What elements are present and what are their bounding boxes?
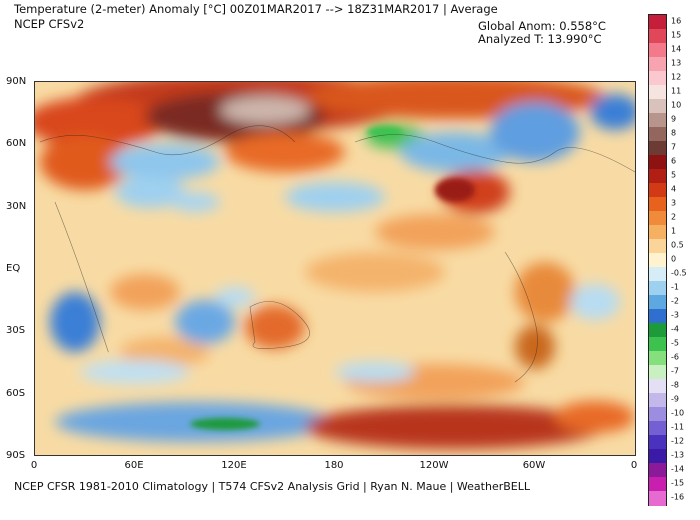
anomaly-map bbox=[34, 81, 636, 456]
colorbar-swatch bbox=[649, 477, 666, 492]
colorbar-label: -13 bbox=[671, 450, 685, 460]
colorbar-label: -14 bbox=[671, 464, 685, 474]
colorbar-swatch bbox=[649, 71, 666, 86]
colorbar-swatch bbox=[649, 491, 666, 506]
colorbar-swatch bbox=[649, 43, 666, 58]
colorbar-label: -1 bbox=[671, 282, 679, 292]
colorbar-label: 16 bbox=[671, 16, 682, 26]
lat-label: 30N bbox=[6, 201, 27, 212]
lat-label: 90S bbox=[6, 450, 26, 461]
colorbar-swatch bbox=[649, 29, 666, 44]
colorbar-label: 10 bbox=[671, 100, 682, 110]
colorbar-swatch bbox=[649, 435, 666, 450]
chart-title: Temperature (2-meter) Anomaly [°C] 00Z01… bbox=[14, 2, 498, 16]
colorbar-label: 1 bbox=[671, 226, 677, 236]
colorbar-label: -5 bbox=[671, 338, 679, 348]
colorbar-label: 8 bbox=[671, 128, 677, 138]
colorbar-label: -11 bbox=[671, 422, 685, 432]
colorbar bbox=[648, 14, 667, 506]
colorbar-swatch bbox=[649, 407, 666, 422]
colorbar-label: -9 bbox=[671, 394, 679, 404]
colorbar-swatch bbox=[649, 393, 666, 408]
lat-label: 90N bbox=[6, 76, 27, 87]
colorbar-swatch bbox=[649, 337, 666, 352]
colorbar-label: 12 bbox=[671, 72, 682, 82]
colorbar-swatch bbox=[649, 225, 666, 240]
colorbar-swatch bbox=[649, 57, 666, 72]
lat-label: 60S bbox=[6, 388, 26, 399]
colorbar-label: 6 bbox=[671, 156, 677, 166]
colorbar-label: 5 bbox=[671, 170, 677, 180]
colorbar-swatch bbox=[649, 141, 666, 156]
colorbar-swatch bbox=[649, 463, 666, 478]
colorbar-label: 14 bbox=[671, 44, 682, 54]
lon-label: 0 bbox=[30, 460, 38, 471]
colorbar-label: -6 bbox=[671, 352, 679, 362]
colorbar-swatch bbox=[649, 85, 666, 100]
colorbar-swatch bbox=[649, 113, 666, 128]
colorbar-label: -0.5 bbox=[671, 268, 687, 278]
colorbar-label: -2 bbox=[671, 296, 679, 306]
colorbar-label: -8 bbox=[671, 380, 679, 390]
lon-label: 60W bbox=[522, 460, 546, 471]
analyzed-temperature: Analyzed T: 13.990°C bbox=[478, 32, 602, 46]
colorbar-swatch bbox=[649, 15, 666, 30]
colorbar-label: 13 bbox=[671, 58, 682, 68]
colorbar-label: -15 bbox=[671, 478, 685, 488]
colorbar-label: 9 bbox=[671, 114, 677, 124]
colorbar-swatch bbox=[649, 449, 666, 464]
colorbar-swatch bbox=[649, 421, 666, 436]
colorbar-label: 0.5 bbox=[671, 240, 684, 250]
colorbar-swatch bbox=[649, 169, 666, 184]
colorbar-label: -12 bbox=[671, 436, 685, 446]
colorbar-swatch bbox=[649, 183, 666, 198]
colorbar-label: 2 bbox=[671, 212, 677, 222]
anomaly-map-graphic bbox=[35, 82, 635, 455]
colorbar-swatch bbox=[649, 99, 666, 114]
lon-label: 0 bbox=[630, 460, 638, 471]
colorbar-label: -16 bbox=[671, 492, 685, 502]
lon-label: 60E bbox=[124, 460, 144, 471]
model-name: NCEP CFSv2 bbox=[14, 17, 85, 31]
colorbar-label: -7 bbox=[671, 366, 679, 376]
lon-label: 120W bbox=[419, 460, 449, 471]
colorbar-swatch bbox=[649, 281, 666, 296]
colorbar-label: 11 bbox=[671, 86, 682, 96]
colorbar-label: 0 bbox=[671, 254, 677, 264]
colorbar-label: -3 bbox=[671, 310, 679, 320]
lon-label: 180 bbox=[324, 460, 344, 471]
lon-label: 120E bbox=[221, 460, 247, 471]
colorbar-swatch bbox=[649, 197, 666, 212]
lat-label: EQ bbox=[6, 263, 21, 274]
colorbar-label: 4 bbox=[671, 184, 677, 194]
colorbar-label: -10 bbox=[671, 408, 685, 418]
colorbar-swatch bbox=[649, 239, 666, 254]
colorbar-label: 15 bbox=[671, 30, 682, 40]
colorbar-swatch bbox=[649, 267, 666, 282]
colorbar-swatch bbox=[649, 127, 666, 142]
global-anomaly: Global Anom: 0.558°C bbox=[478, 19, 606, 33]
lat-label: 60N bbox=[6, 138, 27, 149]
colorbar-swatch bbox=[649, 365, 666, 380]
colorbar-swatch bbox=[649, 253, 666, 268]
colorbar-swatch bbox=[649, 155, 666, 170]
colorbar-swatch bbox=[649, 211, 666, 226]
colorbar-swatch bbox=[649, 309, 666, 324]
colorbar-label: 3 bbox=[671, 198, 677, 208]
colorbar-swatch bbox=[649, 323, 666, 338]
lat-label: 30S bbox=[6, 325, 26, 336]
colorbar-label: -4 bbox=[671, 324, 679, 334]
footer-credits: NCEP CFSR 1981-2010 Climatology | T574 C… bbox=[14, 480, 530, 493]
colorbar-swatch bbox=[649, 379, 666, 394]
colorbar-swatch bbox=[649, 351, 666, 366]
colorbar-swatch bbox=[649, 295, 666, 310]
colorbar-label: 7 bbox=[671, 142, 677, 152]
